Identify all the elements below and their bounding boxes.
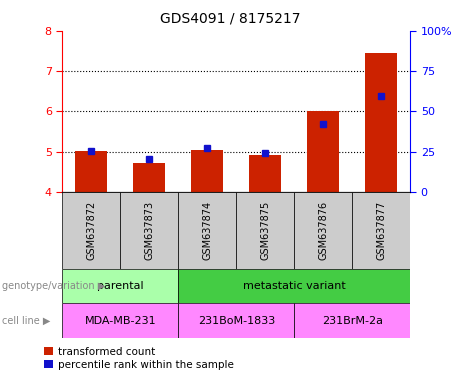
Text: GSM637875: GSM637875 bbox=[260, 201, 270, 260]
Text: GSM637877: GSM637877 bbox=[376, 201, 386, 260]
Bar bbox=[294, 303, 410, 338]
Text: GDS4091 / 8175217: GDS4091 / 8175217 bbox=[160, 12, 301, 25]
Bar bbox=[191, 150, 223, 192]
Bar bbox=[352, 192, 410, 269]
Text: parental: parental bbox=[97, 281, 143, 291]
Bar bbox=[307, 111, 339, 192]
Text: cell line ▶: cell line ▶ bbox=[2, 316, 51, 326]
Text: GSM637876: GSM637876 bbox=[318, 201, 328, 260]
Legend: transformed count, percentile rank within the sample: transformed count, percentile rank withi… bbox=[44, 347, 234, 370]
Bar bbox=[133, 163, 165, 192]
Bar bbox=[236, 192, 294, 269]
Bar bbox=[62, 303, 178, 338]
Text: 231BoM-1833: 231BoM-1833 bbox=[198, 316, 275, 326]
Text: GSM637873: GSM637873 bbox=[144, 201, 154, 260]
Bar bbox=[62, 269, 178, 303]
Text: GSM637874: GSM637874 bbox=[202, 201, 212, 260]
Bar bbox=[249, 155, 281, 192]
Text: MDA-MB-231: MDA-MB-231 bbox=[84, 316, 156, 326]
Text: GSM637872: GSM637872 bbox=[86, 201, 96, 260]
Text: 231BrM-2a: 231BrM-2a bbox=[322, 316, 383, 326]
Bar bbox=[178, 303, 294, 338]
Bar bbox=[178, 269, 410, 303]
Bar bbox=[294, 192, 352, 269]
Bar bbox=[75, 151, 107, 192]
Bar bbox=[178, 192, 236, 269]
Bar bbox=[365, 53, 397, 192]
Bar bbox=[62, 192, 120, 269]
Bar bbox=[120, 192, 178, 269]
Text: metastatic variant: metastatic variant bbox=[243, 281, 346, 291]
Text: genotype/variation ▶: genotype/variation ▶ bbox=[2, 281, 106, 291]
